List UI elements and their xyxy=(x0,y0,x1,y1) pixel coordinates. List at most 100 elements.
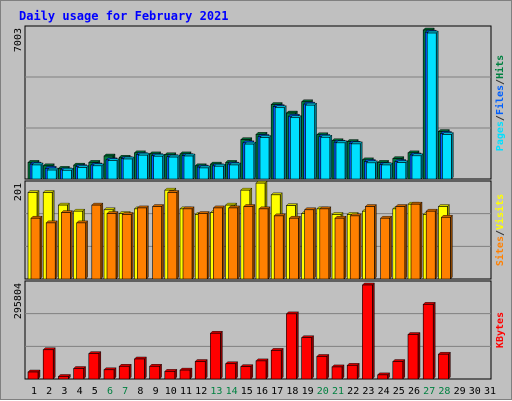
x-tick-label-day-15: 15 xyxy=(241,386,253,397)
panel-visits-sites-bar-sites-day-14-face xyxy=(228,207,238,280)
panel-hits-files-pages-bar-pages-day-4-side xyxy=(86,165,89,180)
panel-kbytes-max-label: 295804 xyxy=(13,283,24,319)
panel-hits-files-pages-bar-pages-day-4 xyxy=(77,165,90,180)
panel-hits-files-pages-legend-item-1: / xyxy=(495,115,506,121)
panel-hits-files-pages-bar-pages-day-20-face xyxy=(320,136,331,180)
panel-kbytes-bar-kbytes-day-24 xyxy=(377,372,391,380)
chart-title: Daily usage for February 2021 xyxy=(19,9,229,23)
x-tick-label-day-10: 10 xyxy=(165,386,177,397)
panel-visits-sites-bar-sites-day-5 xyxy=(91,202,104,280)
panel-kbytes-bar-kbytes-day-7-face xyxy=(118,365,130,380)
panel-kbytes-bar-kbytes-day-15-side xyxy=(250,364,254,380)
panel-kbytes-bar-kbytes-day-14-face xyxy=(225,363,236,380)
panel-visits-sites-bar-sites-day-19-face xyxy=(304,209,314,280)
panel-visits-sites-bar-visits-day-4-top xyxy=(73,208,86,212)
panel-visits-sites-bar-sites-day-20-face xyxy=(319,208,330,280)
panel-kbytes-bar-kbytes-day-21-face xyxy=(331,366,343,380)
panel-hits-files-pages-bar-pages-day-14-side xyxy=(238,162,241,180)
panel-visits-sites-bar-sites-day-20 xyxy=(319,206,332,280)
panel-hits-files-pages-bar-pages-day-8 xyxy=(137,152,150,180)
panel-visits-sites-legend: Sites/Visits xyxy=(494,194,506,266)
panel-visits-sites: 201 Sites/Visits xyxy=(13,180,506,280)
x-tick-label-day-16: 16 xyxy=(256,386,268,397)
panel-kbytes-bar-kbytes-day-26 xyxy=(407,332,421,380)
panel-kbytes-bar-kbytes-day-28 xyxy=(437,351,451,380)
panel-visits-sites-bar-sites-day-4 xyxy=(76,220,89,280)
panel-kbytes-bar-kbytes-day-8 xyxy=(133,356,147,380)
panel-hits-files-pages-bar-pages-day-19-top xyxy=(305,102,318,106)
panel-hits-files-pages-bar-hits-day-19-top xyxy=(301,99,314,102)
panel-hits-files-pages-bar-pages-day-9-side xyxy=(162,153,165,180)
x-tick-label-day-28: 28 xyxy=(438,386,450,397)
panel-hits-files-pages-bar-pages-day-1 xyxy=(31,162,44,180)
panel-kbytes-bar-kbytes-day-9-face xyxy=(149,365,160,380)
panel-hits-files-pages-legend-item-4: Hits xyxy=(494,55,506,79)
panel-kbytes-bar-kbytes-day-26-face xyxy=(407,334,419,380)
panel-visits-sites-bar-sites-day-17 xyxy=(273,213,286,280)
panel-hits-files-pages-bar-pages-day-2-face xyxy=(46,169,57,180)
panel-kbytes-bar-kbytes-day-7 xyxy=(118,363,132,380)
panel-hits-files-pages-bar-pages-day-13-side xyxy=(223,163,226,180)
panel-kbytes: 295804 KBytes xyxy=(13,280,506,380)
x-tick-label-day-7: 7 xyxy=(122,386,128,397)
x-tick-label-day-6: 6 xyxy=(107,386,113,397)
panel-hits-files-pages-bar-pages-day-6 xyxy=(107,158,120,180)
panel-kbytes-bar-kbytes-day-8-side xyxy=(144,356,147,380)
panel-kbytes-bar-kbytes-day-9 xyxy=(149,363,163,380)
panel-kbytes-bar-kbytes-day-1 xyxy=(27,369,41,380)
panel-visits-sites-bar-sites-day-8-side xyxy=(146,205,149,280)
panel-hits-files-pages-bar-pages-day-18 xyxy=(289,115,302,180)
panel-visits-sites-bar-sites-day-23-top xyxy=(364,204,377,207)
panel-hits-files-pages-bar-hits-day-6-top xyxy=(103,153,116,157)
panel-kbytes-bar-kbytes-day-3 xyxy=(57,373,71,380)
x-tick-label-day-22: 22 xyxy=(347,386,359,397)
panel-visits-sites-bar-visits-day-18-top xyxy=(285,203,298,206)
panel-hits-files-pages-bar-pages-day-27 xyxy=(426,30,439,180)
panel-hits-files-pages-bar-pages-day-12-top xyxy=(198,165,211,169)
panel-visits-sites-bar-sites-day-22-face xyxy=(349,215,360,280)
panel-kbytes-bar-kbytes-day-22-face xyxy=(346,365,358,380)
panel-visits-sites-bar-sites-day-18-face xyxy=(289,217,299,280)
x-tick-label-day-27: 27 xyxy=(423,386,435,397)
panel-hits-files-pages-bar-pages-day-24 xyxy=(381,162,394,180)
x-tick-label-day-29: 29 xyxy=(454,386,466,397)
panel-hits-files-pages-bar-pages-day-8-side xyxy=(147,152,150,180)
panel-kbytes-bar-kbytes-day-8-face xyxy=(134,358,145,380)
panel-hits-files-pages-legend: Pages/Files/Hits xyxy=(494,55,506,151)
panel-visits-sites-bar-sites-day-26 xyxy=(410,201,423,280)
panel-visits-sites-bar-sites-day-10-side xyxy=(176,189,180,280)
panel-kbytes-bar-kbytes-day-5 xyxy=(88,351,102,380)
panel-hits-files-pages-bar-pages-day-22 xyxy=(350,141,363,180)
panel-hits-files-pages-bar-pages-day-3 xyxy=(61,167,74,180)
panel-visits-sites-bar-sites-day-8-face xyxy=(137,207,147,280)
panel-hits-files-pages-bar-pages-day-13 xyxy=(213,163,226,180)
panel-kbytes-bar-kbytes-day-4-face xyxy=(73,368,84,380)
panel-hits-files-pages-bar-pages-day-24-face xyxy=(381,164,391,180)
panel-hits-files-pages-bar-pages-day-17-face xyxy=(274,107,285,180)
panel-kbytes-bar-kbytes-day-12-side xyxy=(204,359,208,380)
panel-hits-files-pages-bar-pages-day-25-face xyxy=(396,162,407,180)
panel-visits-sites-bar-visits-day-17-top xyxy=(270,192,283,196)
panel-hits-files-pages-bar-pages-day-13-top xyxy=(213,164,226,167)
panel-hits-files-pages-bar-pages-day-26-face xyxy=(411,155,422,180)
panel-kbytes-bar-kbytes-day-15-face xyxy=(240,366,252,380)
panel-hits-files-pages-bar-pages-day-14 xyxy=(229,162,242,180)
panel-hits-files-pages-bar-pages-day-26 xyxy=(411,153,424,180)
panel-hits-files-pages-bar-pages-day-5-face xyxy=(92,165,103,180)
panel-kbytes-bar-kbytes-day-18-face xyxy=(286,313,297,380)
panel-visits-sites-bar-sites-day-28-top xyxy=(440,215,453,218)
panel-hits-files-pages-bar-pages-day-11-top xyxy=(183,153,196,157)
panel-visits-sites-bar-sites-day-7-side xyxy=(130,211,134,280)
panel-visits-sites-bar-sites-day-11-side xyxy=(191,206,195,280)
panel-visits-sites-bar-sites-day-3-side xyxy=(70,210,73,280)
panel-visits-sites-bar-visits-day-28-top xyxy=(437,204,450,207)
x-tick-label-day-24: 24 xyxy=(378,386,390,397)
panel-visits-sites-bar-sites-day-27 xyxy=(425,208,438,280)
panel-kbytes-bar-kbytes-day-6-face xyxy=(103,369,115,380)
panel-visits-sites-bar-sites-day-3-top xyxy=(60,210,73,213)
panel-visits-sites-bar-sites-day-22 xyxy=(349,213,362,280)
panel-hits-files-pages-bar-pages-day-15 xyxy=(244,141,257,180)
panel-visits-sites-bar-sites-day-21 xyxy=(334,215,347,280)
